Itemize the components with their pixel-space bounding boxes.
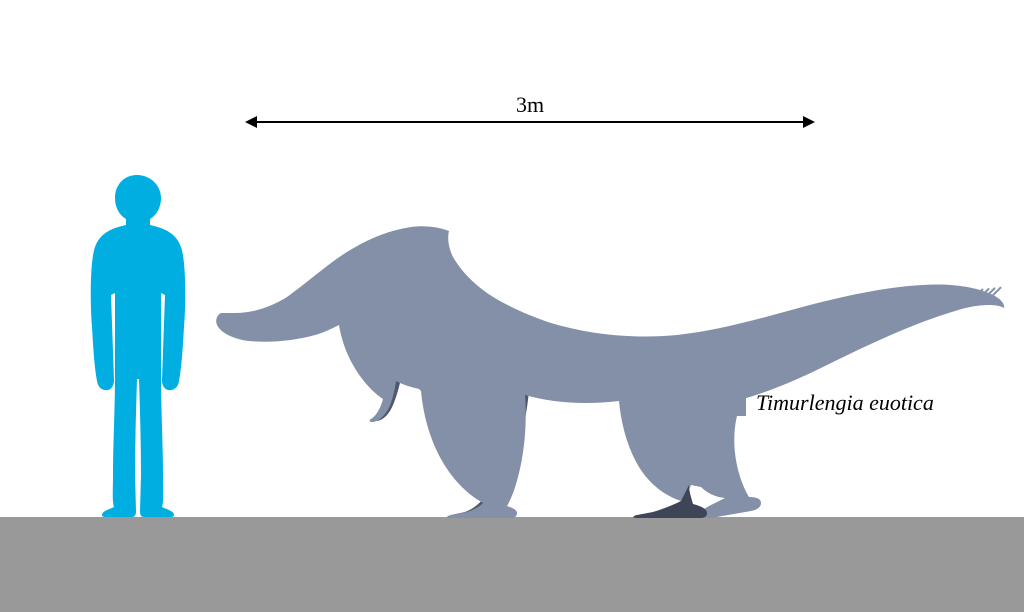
ground-strip (0, 517, 1024, 612)
species-legend: Timurlengia euotica (720, 390, 934, 416)
size-comparison-diagram: 3m Timurlengia euotica (0, 0, 1024, 612)
legend-species-name: Timurlengia euotica (756, 390, 934, 416)
scale-bar-label: 3m (516, 92, 544, 118)
legend-swatch (720, 390, 746, 416)
dinosaur-silhouette (215, 215, 1005, 518)
scale-bar: 3m (245, 92, 815, 132)
human-silhouette (72, 175, 202, 517)
